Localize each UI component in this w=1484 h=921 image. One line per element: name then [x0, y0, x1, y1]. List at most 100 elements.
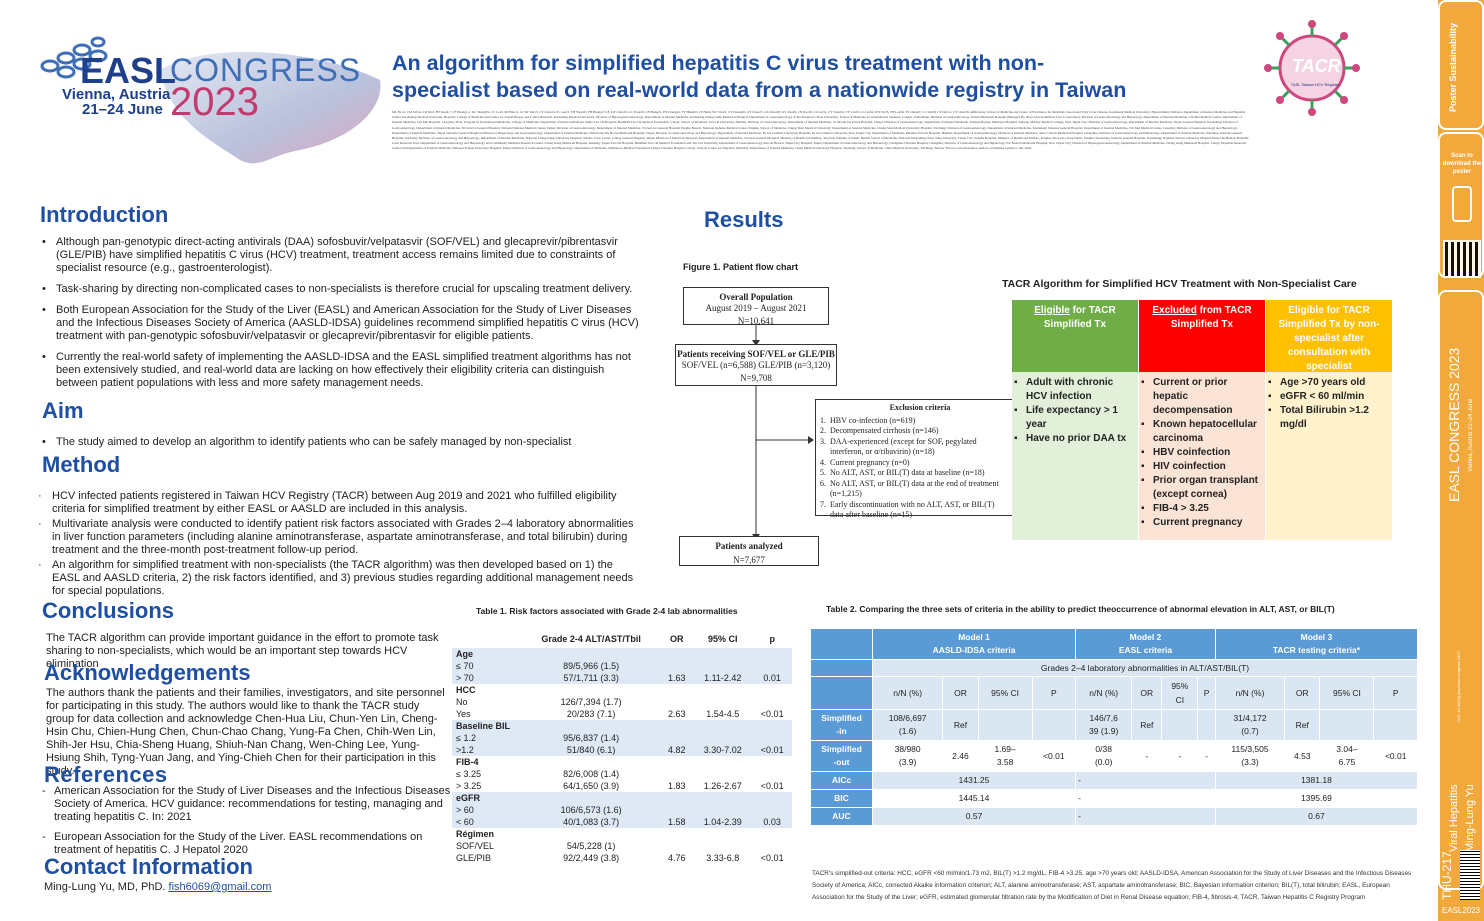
intro-bullet: Task-sharing by directing non-complicate…: [40, 283, 640, 296]
authors-affiliations: ML Yu1,2, CM Tai3,4, LR Mo5, HT Kuo6,7, …: [392, 110, 1249, 151]
ack-heading: Acknowledgements: [44, 660, 251, 685]
table1-row: ≤ 3.25 82/6,008 (1.4): [456, 769, 620, 779]
table1-title: Table 1. Risk factors associated with Gr…: [476, 606, 738, 616]
ack-text: The authors thank the patients and their…: [46, 687, 445, 777]
sidebar-footer: EASL2023: [1441, 906, 1481, 915]
virus-icon: [1264, 20, 1360, 116]
ref-1: - American Association for the Study of L…: [42, 785, 451, 823]
easl-cells-icon: [40, 36, 108, 79]
method-bullet: HCV infected patients registered in Taiw…: [36, 490, 640, 516]
flow-box-receiving: Patients receiving SOF/VEL or GLE/PIB SO…: [675, 344, 837, 386]
aim-heading: Aim: [42, 398, 84, 423]
t2-row-aic: AICc 1431.25-1381.18: [810, 771, 1419, 790]
sidebar-brand: Poster Sustainability: [1438, 0, 1484, 130]
intro-list: Although pan-genotypic direct-acting ant…: [40, 236, 640, 398]
method-heading: Method: [42, 452, 121, 477]
table1-group-row: Baseline BIL: [452, 720, 792, 732]
t2-row-simplified-out: Simplified -out 38/980 (3.9) 2.46 1.69– 3.5…: [810, 740, 1418, 772]
sidebar: Poster Sustainability Scan to download t…: [1438, 0, 1484, 921]
flowchart-title: Figure 1. Patient flow chart: [683, 262, 799, 272]
table1-group-row: HCC: [456, 685, 476, 695]
table1-row: No 126/7,394 (1.7): [456, 697, 622, 707]
method-bullet: An algorithm for simplified treatment wi…: [36, 559, 640, 598]
table2-title: Table 2. Comparing the three sets of cri…: [826, 604, 1335, 614]
tacr-logo-sub: TASL Taiwan HCV Registry: [1290, 82, 1340, 87]
t2-row-simplified-in: Simplified -in 108/6,697 (1.6) Ref 146/7,6…: [810, 709, 1418, 741]
poster-title: An algorithm for simplified hepatitis C …: [392, 50, 1272, 104]
t2-row-bic: BIC 1445.14-1395.69: [810, 789, 1419, 808]
algo-head-eligible: Eligible for TACR Simplified Tx: [1012, 300, 1138, 372]
qr-code[interactable]: [1443, 240, 1481, 278]
header-liver-graphic: [150, 30, 390, 180]
congress-text: CONGRESS: [170, 52, 362, 88]
table1-row: > 60 106/6,573 (1.6): [452, 804, 792, 816]
algo-list-excluded: Current or prior hepatic decompensation …: [1139, 372, 1265, 530]
phone-icon: [1452, 186, 1472, 222]
tacr-logo-text: TACR: [1292, 56, 1341, 76]
aim-bullet: The study aimed to develop an algorithm …: [40, 436, 640, 449]
algo-head-excluded: Excluded from TACR Simplified Tx: [1139, 300, 1265, 372]
contact-heading: Contact Information: [44, 854, 253, 879]
t2-model2-head: Model 2 EASL criteria: [1075, 628, 1216, 660]
intro-bullet: Currently the real-world safety of imple…: [40, 351, 640, 390]
table1-row: ≤ 70 89/5,966 (1.5): [452, 660, 792, 672]
table1-header: Grade 2-4 ALT/AST/Tbil OR 95% CI p: [541, 634, 775, 644]
algo-head-consult: Eligible for TACR Simplified Tx by non-s…: [1266, 300, 1392, 372]
algo-col-excluded: Excluded from TACR Simplified Tx Current…: [1139, 300, 1265, 540]
barcode: [1460, 850, 1480, 900]
table1-row: > 70 57/1,711 (3.3) 1.63 1.11-2.42 0.01: [452, 672, 792, 684]
flowchart-connectors: [752, 324, 814, 540]
t2-span-label: Grades 2–4 laboratory abnormalities in A…: [872, 659, 1418, 677]
results-heading: Results: [704, 207, 784, 232]
algo-list-eligible: Adult with chronic HCV infection Life ex…: [1012, 372, 1138, 446]
poster-id: THU-217: [1440, 851, 1454, 900]
sidebar-congress: EASL CONGRESS 2023 Vienna, Austria 21–24…: [1438, 290, 1484, 890]
table1-group-row: FIB-4: [456, 757, 479, 767]
algo-col-consult: Eligible for TACR Simplified Tx by non-s…: [1266, 300, 1392, 540]
t2-model3-head: Model 3 TACR testing criteria*: [1214, 628, 1419, 660]
table1-row: GLE/PIB 92/2,449 (3.8) 4.76 3.33-6.8 <0.01: [456, 853, 784, 863]
logo-year: 2023: [170, 80, 259, 124]
t2-row-auc: AUC 0.57-0.67: [810, 807, 1419, 826]
table1-row: > 3.25 64/1,650 (3.9) 1.83 1.26-2.67 <0.01: [456, 781, 784, 791]
t2-model1-head: Model 1 AASLD-IDSA criteria: [871, 628, 1077, 660]
intro-bullet: Although pan-genotypic direct-acting ant…: [40, 236, 640, 275]
conclusions-heading: Conclusions: [42, 598, 175, 623]
t2-subheader: n/N (%) OR 95% CI P n/N (%) OR 95% CI P n/N (%)…: [810, 676, 1418, 710]
table1-group-row: Régimen: [456, 829, 495, 839]
intro-bullet: Both European Association for the Study …: [40, 304, 640, 343]
logo-place: Vienna, Austria: [62, 86, 171, 103]
refs-heading: References: [44, 762, 168, 787]
table2-footnote: TACR's simplified-out criteria: HCC, eGF…: [812, 870, 1412, 901]
algorithm-title: TACR Algorithm for Simplified HCV Treatm…: [1002, 278, 1357, 290]
table1-group-row: eGFR: [452, 792, 792, 804]
flow-box-analyzed: Patients analyzed N=7,677: [679, 536, 819, 566]
tacr-logo: TACR TASL Taiwan HCV Registry: [1262, 18, 1362, 118]
title-line-1: An algorithm for simplified hepatitis C …: [392, 51, 1045, 75]
table1-row: SOF/VEL 54/5,228 (1): [456, 841, 616, 851]
easl-text: EASL: [80, 50, 177, 91]
conclusions-text: The TACR algorithm can provide important…: [46, 632, 439, 670]
table1: Grade 2-4 ALT/AST/Tbil OR 95% CI p Age ≤ 70 8…: [452, 630, 792, 864]
title-line-2: specialist based on real-world data from…: [392, 78, 1127, 102]
flow-box-overall: Overall Population August 2019 – August …: [683, 287, 829, 326]
aim-list: The study aimed to develop an algorithm …: [40, 436, 640, 457]
table1-row: ≤ 1.2 95/6,837 (1.4): [452, 732, 792, 744]
flow-box-exclusion: Exclusion criteria 1. HBV co-infection (…: [815, 399, 1025, 519]
table1-group-row: Age: [452, 648, 792, 660]
table1-row: Yes 20/283 (7.1) 2.63 1.54-4.5 <0.01: [456, 709, 784, 719]
algo-list-consult: Age >70 years old eGFR < 60 ml/min Total…: [1266, 372, 1392, 432]
method-list: HCV infected patients registered in Taiw…: [36, 490, 640, 600]
contact-line: Ming-Lung Yu, MD, PhD. fish6069@gmail.co…: [44, 881, 272, 893]
table2: Model 1 AASLD-IDSA criteria Model 2 EASL c…: [810, 628, 1419, 826]
intro-heading: Introduction: [40, 202, 169, 227]
contact-email-link[interactable]: fish6069@gmail.com: [168, 881, 272, 893]
sidebar-scan: Scan to download the poster: [1438, 132, 1484, 278]
ref-2: - European Association for the Study of t…: [42, 831, 423, 856]
table1-row: >1.2 51/840 (6.1) 4.82 3.30-7.02 <0.01: [452, 744, 792, 756]
easl-logo: EASL CONGRESS Vienna, Austria 21–24 June…: [36, 36, 360, 122]
logo-dates: 21–24 June: [82, 101, 163, 118]
algorithm-table: Eligible for TACR Simplified Tx Adult wi…: [1012, 300, 1392, 540]
method-bullet: Multivariate analysis were conducted to …: [36, 518, 640, 557]
